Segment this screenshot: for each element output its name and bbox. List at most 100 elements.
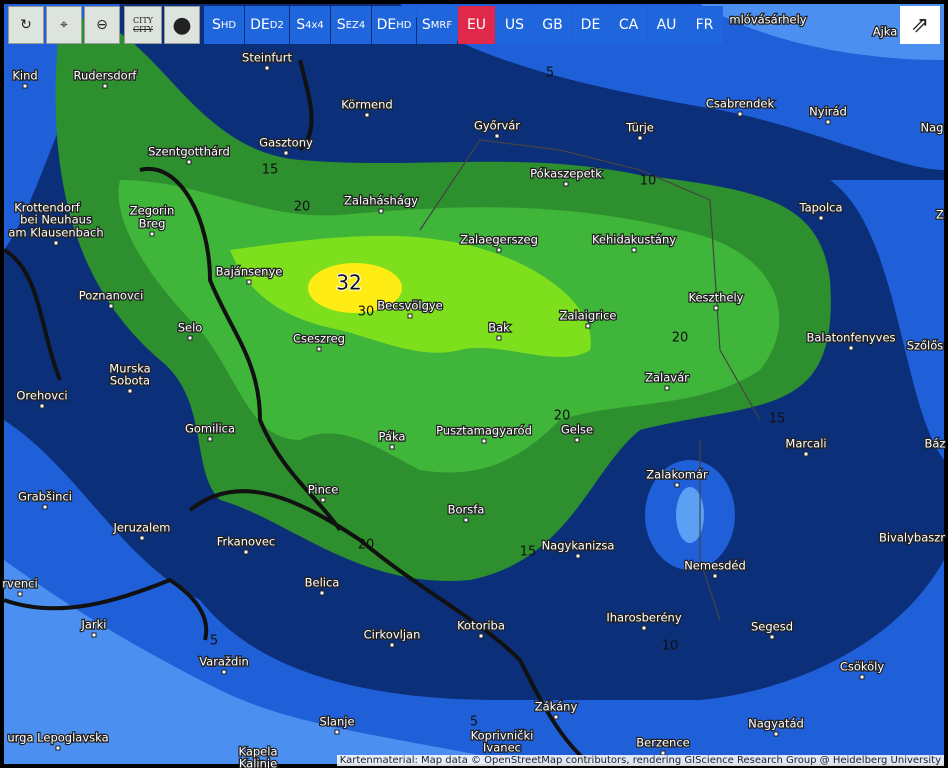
contour-label: 5	[470, 715, 478, 730]
city-button[interactable]: CITY CITY	[124, 6, 162, 44]
city-dot	[407, 313, 413, 319]
model-sub: MRF	[430, 19, 453, 31]
contour-label: 30	[358, 305, 375, 320]
city-label: Zákány	[535, 700, 578, 714]
city-label: Csabrendek	[706, 97, 775, 111]
region-button[interactable]: EU	[458, 6, 495, 44]
city-label: Zalaháshágy	[344, 194, 418, 208]
contour-label: 5	[546, 66, 554, 81]
city-label: Zalaegerszeg	[460, 233, 538, 247]
contour-label: 15	[262, 163, 279, 178]
region-button[interactable]: FR	[686, 6, 723, 44]
city-label: Körmend	[341, 98, 392, 112]
city-label: Z	[936, 208, 944, 222]
model-main: S	[421, 17, 431, 33]
model-button[interactable]: S HD	[204, 6, 244, 44]
city-dot	[631, 247, 637, 253]
city-label: Tapolca	[798, 201, 842, 215]
city-dot	[108, 303, 114, 309]
model-button[interactable]: S 4x4	[290, 6, 330, 44]
city-dot	[39, 403, 45, 409]
zone-3	[4, 560, 520, 764]
city-label: Cseszreg	[293, 332, 345, 346]
city-label: Bajánsenye	[216, 265, 283, 279]
city-dot	[53, 240, 59, 246]
city-dot	[664, 385, 670, 391]
city-label: Jarki	[80, 618, 106, 632]
region-button[interactable]: AU	[648, 6, 685, 44]
model-sub: D2	[269, 19, 284, 31]
zone-5b	[400, 4, 944, 170]
city-label: Becsvölgye	[377, 299, 443, 313]
city-dot	[641, 625, 647, 631]
city-dot	[818, 215, 824, 221]
model-main: S	[336, 17, 346, 33]
city-label: Jeruzalem	[112, 521, 170, 535]
region-button[interactable]: DE	[572, 6, 609, 44]
model-button[interactable]: DE HD	[372, 6, 416, 44]
model-main: S	[296, 17, 306, 33]
model-sub: EZ4	[345, 19, 366, 31]
city-label: Koprivnički	[471, 729, 534, 743]
city-label: Marcali	[785, 437, 826, 451]
city-dot	[127, 388, 133, 394]
city-label: Zegorin	[130, 204, 175, 218]
model-main: DE	[376, 17, 397, 33]
city-dot	[553, 714, 559, 720]
city-label: Nag	[921, 121, 944, 135]
share-button[interactable]: ⇗	[900, 6, 940, 44]
attribution: Kartenmaterial: Map data © OpenStreetMap…	[336, 755, 944, 766]
city-dot	[585, 323, 591, 329]
city-label: Selo	[178, 321, 203, 335]
city-label: Pince	[308, 483, 339, 497]
region-button[interactable]: CA	[610, 6, 647, 44]
city-dot	[859, 674, 865, 680]
city-dot	[55, 745, 61, 751]
contour-label: 20	[554, 409, 571, 424]
city-label: rvenci	[2, 577, 37, 591]
city-label: bei Neuhaus	[20, 213, 92, 227]
city-label: Báz	[925, 437, 946, 451]
city-label: Győrvár	[474, 119, 520, 133]
zone-30	[308, 263, 402, 313]
model-button[interactable]: S EZ4	[331, 6, 371, 44]
model-sub: 4x4	[305, 19, 324, 31]
city-label: mlóvásárhely	[729, 13, 806, 27]
city-dot	[463, 517, 469, 523]
city-label: Gasztony	[259, 136, 313, 150]
region-button[interactable]: US	[496, 6, 533, 44]
city-label: Nagyatád	[748, 717, 804, 731]
city-dot	[737, 111, 743, 117]
contour-label: 5	[210, 634, 218, 649]
contour-label: 20	[294, 200, 311, 215]
city-label: Pusztamagyaród	[436, 424, 532, 438]
city-label: Páka	[379, 430, 406, 444]
contour-label: 10	[640, 174, 657, 189]
region-button[interactable]: GB	[534, 6, 571, 44]
balloon-button[interactable]: ●	[164, 6, 200, 44]
city-label: Breg	[139, 217, 166, 231]
refresh-button[interactable]: ↻	[8, 6, 44, 44]
city-label: Frkanovec	[217, 535, 276, 549]
city-label: Cirkovljan	[364, 628, 421, 642]
city-dot	[320, 497, 326, 503]
city-label: CITY	[133, 16, 153, 25]
model-main: S	[211, 17, 221, 33]
city-label: Bivalybaszr	[879, 531, 945, 545]
city-dot	[319, 590, 325, 596]
city-label: Murska	[109, 362, 150, 376]
city-label: Ivanec	[483, 741, 521, 755]
city-label: Slanje	[319, 715, 354, 729]
model-button[interactable]: DE D2	[245, 6, 289, 44]
model-sub: HD	[220, 19, 237, 31]
city-label: Csököly	[840, 660, 885, 674]
model-button[interactable]: S MRF	[417, 6, 457, 44]
city-label: Szőlős	[907, 339, 944, 353]
zone-5c	[830, 180, 944, 460]
city-label: Kotoriba	[457, 619, 505, 633]
zoom-button[interactable]: ⊖	[84, 6, 120, 44]
city-dot	[389, 444, 395, 450]
city-label: Balatonfenyves	[806, 331, 895, 345]
county-line	[419, 139, 761, 621]
location-button[interactable]: ⌖	[46, 6, 82, 44]
